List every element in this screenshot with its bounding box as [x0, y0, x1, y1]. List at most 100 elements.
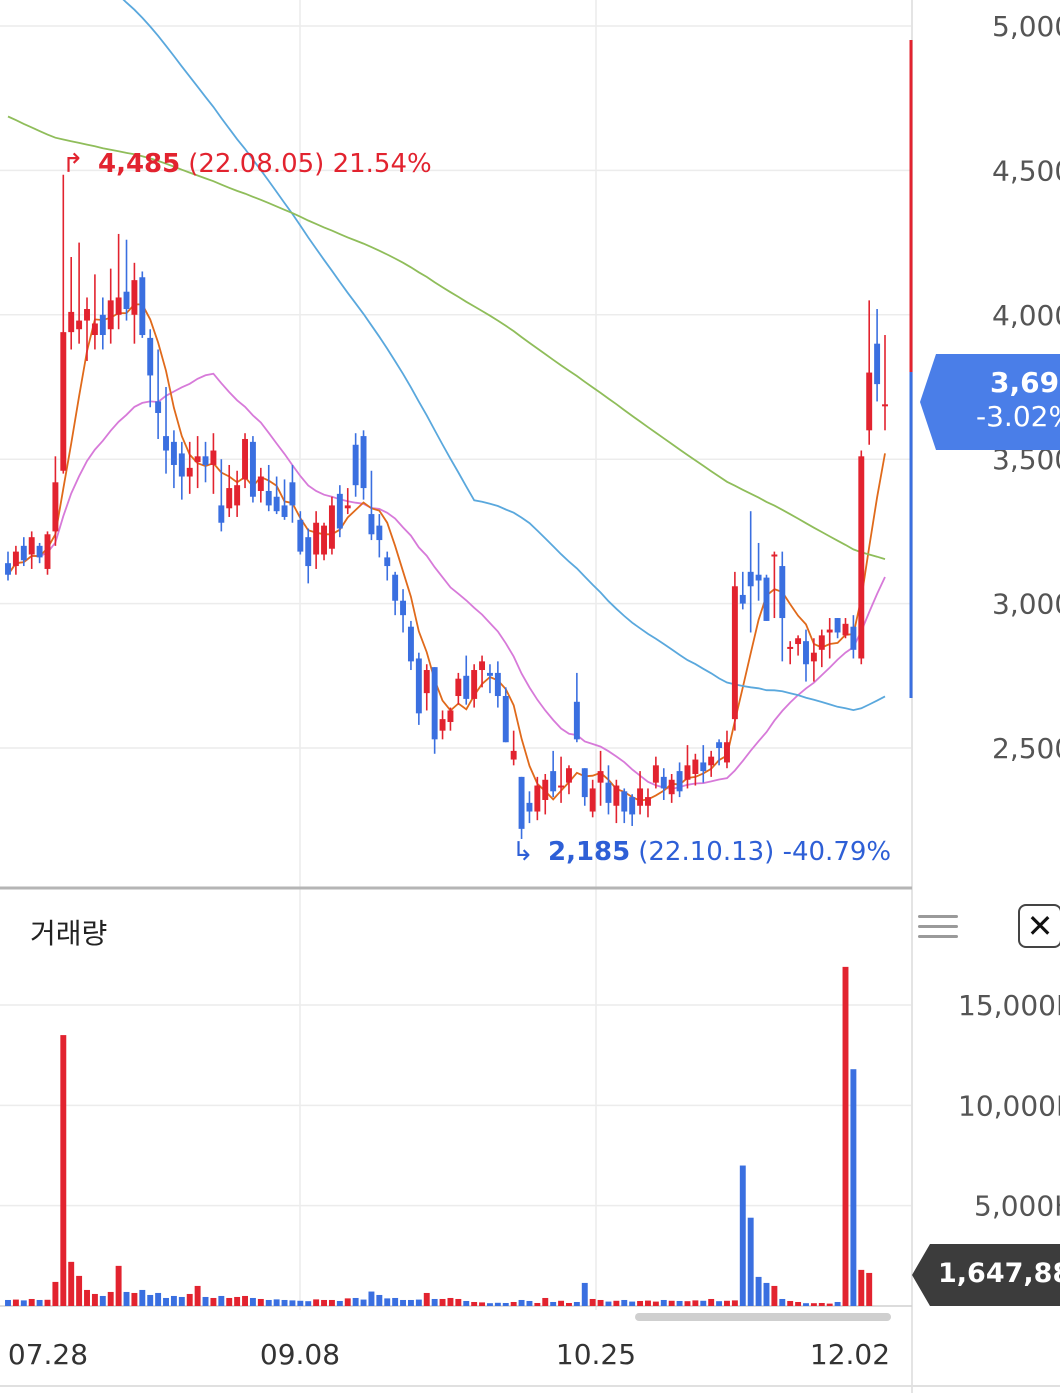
candle-body: [494, 672, 501, 697]
candle-body: [455, 678, 462, 697]
candle-body: [692, 759, 699, 774]
annotations: ↱ 4,485 (22.08.05) 21.54% ↳ 2,185 (22.10.1…: [62, 149, 891, 867]
date-tick-label: 10.25: [556, 1338, 636, 1371]
candle-body: [724, 742, 730, 763]
volume-bar: [668, 1300, 675, 1306]
volume-bar: [60, 1035, 67, 1306]
candle-body: [866, 372, 873, 431]
scrollbar-thumb[interactable]: [635, 1313, 891, 1321]
volume-bar: [747, 1217, 754, 1306]
volume-bar: [328, 1299, 335, 1306]
volume-bar: [534, 1302, 541, 1306]
candle-body: [731, 586, 738, 720]
candle-body: [573, 701, 580, 740]
volume-bar: [313, 1299, 320, 1306]
volume-bar: [439, 1298, 446, 1306]
volume-bar: [12, 1299, 19, 1306]
current-volume-tag: 1,647,888: [912, 1244, 1060, 1306]
candle-body: [700, 762, 707, 772]
ma60-line: [122, 0, 886, 712]
volume-bar: [147, 1294, 154, 1306]
low-annotation: 2,185 (22.10.13) -40.79%: [548, 837, 891, 867]
candle-body: [344, 505, 351, 509]
volume-bar: [273, 1299, 280, 1306]
candle-body: [660, 776, 667, 789]
candle-body: [771, 554, 778, 557]
candle-body: [708, 756, 715, 766]
candle-body: [431, 667, 438, 740]
candle-body: [818, 635, 825, 650]
volume-bar: [131, 1292, 138, 1306]
ma20-line: [7, 372, 886, 790]
candle-body: [463, 675, 470, 699]
volume-bar: [558, 1300, 565, 1306]
candle-body: [684, 765, 691, 780]
volume-bar: [139, 1289, 146, 1306]
volume-bar: [471, 1301, 478, 1306]
volume-bar: [242, 1295, 248, 1306]
volume-bar: [186, 1293, 193, 1306]
candle-body: [826, 629, 833, 633]
candle-body: [163, 436, 169, 451]
volume-bar: [526, 1300, 533, 1306]
candle-body: [882, 404, 888, 407]
candle-body: [415, 658, 422, 714]
volume-bar: [645, 1300, 651, 1306]
volume-bar: [621, 1299, 628, 1306]
candlesticks: [5, 174, 888, 839]
candle-body: [850, 626, 857, 650]
volume-bar: [810, 1303, 817, 1306]
candle-body: [28, 537, 35, 555]
candle-body: [502, 696, 509, 743]
volume-bar: [455, 1298, 462, 1306]
volume-bar: [407, 1299, 414, 1306]
current-volume-tag-shape: [912, 1244, 1060, 1306]
volume-bar: [605, 1301, 612, 1306]
candle-body: [313, 522, 320, 555]
current-price: 3,690: [990, 366, 1060, 399]
current-volume: 1,647,888: [938, 1258, 1060, 1289]
volume-bar: [91, 1293, 98, 1306]
close-button[interactable]: ✕: [1018, 904, 1060, 948]
volume-bar: [265, 1299, 272, 1306]
volume-bar: [360, 1299, 367, 1306]
volume-bar: [400, 1299, 407, 1306]
ma5-line: [7, 303, 886, 802]
volume-bar: [155, 1292, 162, 1306]
candle-body: [518, 776, 525, 829]
candle-body: [581, 768, 588, 798]
volume-bar: [447, 1297, 454, 1306]
volume-bar: [202, 1296, 209, 1306]
candle-body: [60, 332, 67, 471]
volume-bar: [542, 1297, 549, 1306]
hamburger-menu-icon[interactable]: [916, 908, 960, 942]
volume-bar: [68, 1261, 75, 1306]
volume-bar: [708, 1298, 715, 1306]
candle-body: [471, 670, 478, 699]
candle-body: [755, 574, 762, 581]
candle-body: [384, 557, 391, 567]
price-tick-label: 2,500: [992, 732, 1060, 765]
high-price: 4,485: [98, 149, 180, 179]
volume-bar: [510, 1301, 517, 1306]
volume-bar: [289, 1300, 296, 1306]
volume-bar: [178, 1296, 185, 1306]
high-detail: (22.08.05) 21.54%: [188, 149, 431, 179]
volume-bar: [866, 1272, 873, 1306]
volume-bar: [629, 1301, 636, 1306]
candle-body: [550, 771, 557, 792]
candle-body: [763, 577, 770, 621]
volume-bar: [597, 1299, 604, 1306]
volume-tick-label: 5,000K: [974, 1190, 1060, 1223]
price-tick-label: 4,500: [992, 154, 1060, 187]
candle-body: [12, 551, 19, 567]
candle-body: [605, 782, 612, 803]
volume-title: 거래량: [30, 917, 108, 950]
candle-body: [795, 638, 802, 645]
candle-body: [289, 482, 296, 506]
axis-labels: 5,0004,5004,0003,5003,0002,50015,000K10,…: [8, 10, 1060, 1371]
current-change: -3.02%: [976, 400, 1060, 433]
candle-body: [218, 505, 225, 523]
